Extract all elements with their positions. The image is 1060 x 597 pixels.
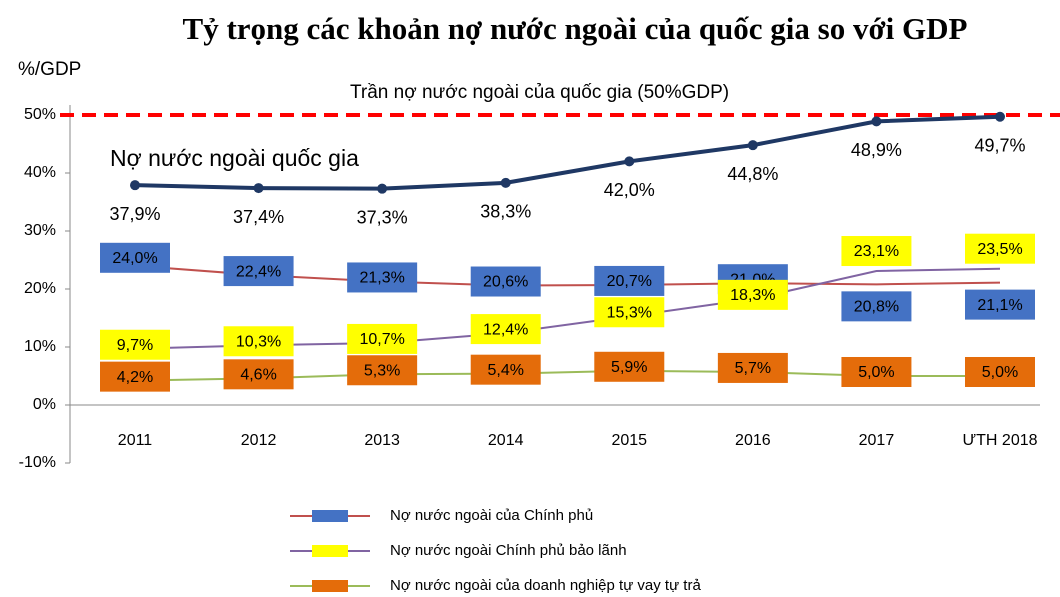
y-tick-label: 0%	[33, 396, 56, 413]
value-label: 10,3%	[236, 333, 281, 350]
x-tick-label: 2015	[611, 432, 647, 449]
value-label-box	[717, 352, 788, 383]
value-label: 21,3%	[359, 270, 404, 287]
x-tick-label: 2013	[364, 432, 400, 449]
y-tick-label: 20%	[24, 280, 56, 297]
x-tick-label: ƯTH 2018	[962, 432, 1037, 449]
legend-label: Nợ nước ngoài của Chính phủ	[390, 507, 593, 524]
value-label: 5,4%	[487, 362, 523, 379]
value-label: 24,0%	[112, 250, 157, 267]
value-label-box	[470, 354, 541, 385]
legend-box	[312, 545, 348, 557]
value-label-box	[223, 256, 294, 287]
value-label: 15,3%	[607, 304, 652, 321]
value-label: 9,7%	[117, 337, 153, 354]
value-label: 37,4%	[233, 207, 284, 227]
legend-box	[312, 580, 348, 592]
value-label-box	[965, 289, 1035, 320]
value-label-box	[347, 355, 418, 386]
value-label-box	[841, 291, 912, 322]
value-label: 10,7%	[359, 331, 404, 348]
value-label: 12,4%	[483, 321, 528, 338]
value-label: 23,1%	[854, 243, 899, 260]
chart-title: Tỷ trọng các khoản nợ nước ngoài của quố…	[183, 11, 968, 46]
value-label-box	[841, 357, 912, 387]
value-label: 23,5%	[977, 241, 1022, 258]
value-label-box	[100, 242, 170, 273]
value-label: 5,0%	[982, 364, 1018, 381]
x-tick-label: 2011	[118, 432, 153, 449]
value-label-box	[470, 314, 541, 345]
value-label: 18,3%	[730, 287, 775, 304]
value-label-box	[717, 279, 788, 310]
value-label-box	[223, 359, 294, 390]
value-label: 5,9%	[611, 359, 647, 376]
legend-label: Nợ nước ngoài Chính phủ bảo lãnh	[390, 542, 627, 559]
value-label: 42,0%	[604, 180, 655, 200]
value-label: 4,2%	[117, 369, 153, 386]
value-label: 5,0%	[858, 364, 894, 381]
value-label: 5,7%	[735, 360, 771, 377]
national-point	[253, 183, 264, 194]
national-line	[134, 114, 1001, 191]
y-tick-label: -10%	[19, 454, 56, 471]
legend-label: Nợ nước ngoài của doanh nghiệp tự vay tự…	[390, 577, 701, 594]
value-label: 4,6%	[240, 367, 276, 384]
value-label-box	[841, 236, 912, 267]
value-label-box	[470, 266, 541, 297]
value-label-box	[594, 297, 665, 328]
value-label: 20,8%	[854, 299, 899, 316]
x-tick-label: 2012	[241, 432, 277, 449]
y-tick-label: 30%	[24, 222, 56, 239]
value-label-box	[223, 326, 294, 357]
value-label: 37,3%	[357, 207, 408, 227]
value-label: 20,6%	[483, 274, 528, 291]
y-tick-label: 50%	[24, 106, 56, 123]
national-point	[624, 156, 635, 167]
x-tick-label: 2014	[488, 432, 524, 449]
value-label: 38,3%	[480, 202, 531, 222]
national-point	[377, 183, 388, 194]
national-point	[130, 180, 140, 191]
value-label: 48,9%	[851, 140, 902, 160]
legend-box	[312, 510, 348, 522]
value-label-box	[965, 233, 1035, 264]
y-axis-label: %/GDP	[18, 59, 81, 80]
value-label: 22,4%	[236, 263, 281, 280]
value-label-box	[347, 323, 418, 354]
value-label: 49,7%	[974, 135, 1025, 155]
ceiling-label: Trần nợ nước ngoài của quốc gia (50%GDP)	[350, 82, 729, 103]
national-point	[500, 177, 511, 188]
value-label-box	[965, 357, 1035, 387]
annotation: Nợ nước ngoài quốc gia	[110, 145, 359, 171]
value-label: 20,7%	[607, 273, 652, 290]
value-label: 37,9%	[109, 204, 160, 224]
national-point	[747, 140, 758, 151]
national-point	[995, 111, 1005, 122]
y-tick-label: 10%	[24, 338, 56, 355]
value-label-box	[594, 265, 665, 296]
value-label: 5,3%	[364, 362, 400, 379]
value-label-box	[594, 351, 665, 382]
value-label-box	[347, 262, 418, 293]
value-label-box	[100, 329, 170, 360]
national-point	[871, 116, 882, 127]
value-label-box	[100, 361, 170, 392]
value-label: 21,1%	[977, 297, 1022, 314]
y-tick-label: 40%	[24, 164, 56, 181]
value-label: 44,8%	[727, 164, 778, 184]
x-tick-label: 2017	[859, 432, 895, 449]
x-tick-label: 2016	[735, 432, 771, 449]
